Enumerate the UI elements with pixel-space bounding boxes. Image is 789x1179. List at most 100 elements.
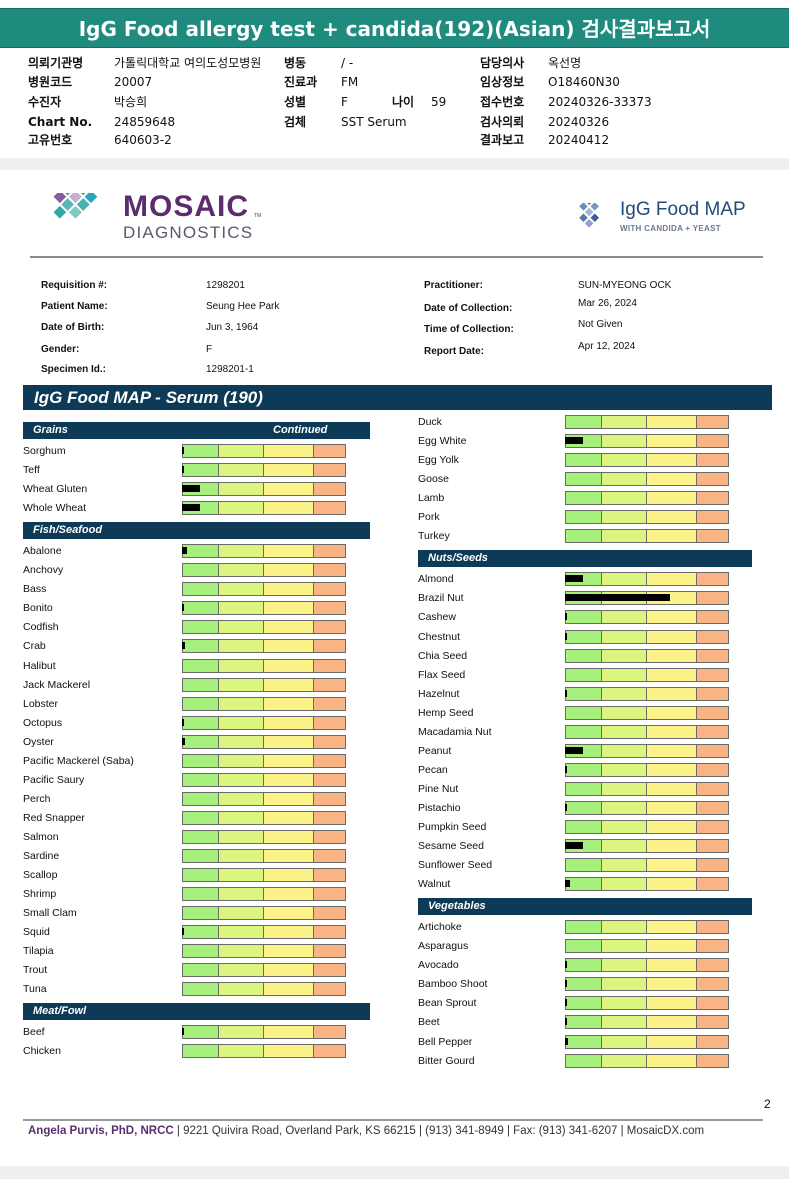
reactivity-scale	[182, 906, 346, 921]
scale-mild	[601, 839, 647, 854]
food-row: Chicken	[0, 1043, 380, 1062]
reactivity-scale	[565, 1015, 729, 1030]
scale-mild	[601, 705, 647, 720]
food-name: Bamboo Shoot	[418, 978, 488, 991]
kr-label: 수진자	[28, 95, 62, 109]
scale-normal	[182, 753, 219, 768]
reactivity-scale	[182, 868, 346, 883]
kr-value: 20240326	[548, 115, 610, 129]
food-row: Abalone	[0, 543, 380, 562]
scale-moderate	[646, 434, 697, 449]
food-name: Turkey	[418, 530, 450, 543]
kr-value: SST Serum	[341, 115, 407, 129]
scale-normal	[565, 667, 602, 682]
food-name: Chestnut	[418, 630, 461, 643]
reactivity-scale	[565, 686, 729, 701]
scale-mild	[601, 1034, 647, 1049]
food-name: Goose	[418, 473, 449, 486]
food-row: Salmon	[0, 829, 380, 848]
kr-value: FM	[341, 75, 359, 89]
kr-label: 담당의사	[480, 56, 525, 70]
scale-mild	[601, 629, 647, 644]
food-row: Bonito	[0, 600, 380, 619]
reactivity-scale	[182, 925, 346, 940]
kr-label: 진료과	[284, 75, 318, 89]
food-row: Teff	[0, 462, 380, 481]
food-name: Brazil Nut	[418, 592, 464, 605]
scale-high	[696, 939, 729, 954]
scale-high	[696, 839, 729, 854]
food-row: Cashew	[395, 609, 775, 628]
reactivity-scale	[565, 839, 729, 854]
reactivity-scale	[182, 444, 346, 458]
scale-normal	[565, 1015, 602, 1030]
scale-moderate	[263, 620, 314, 635]
scale-normal	[565, 858, 602, 873]
section-header: Meat/Fowl	[23, 1003, 370, 1021]
food-row: Sardine	[0, 848, 380, 867]
scale-moderate	[646, 472, 697, 487]
kr-value: 20007	[114, 75, 153, 89]
korean-header: 의뢰기관명 가톨릭대학교 여의도성모병원 병원코드 20007 수진자 박승희 Chart …	[0, 0, 789, 160]
scale-mild	[218, 1025, 264, 1040]
reactivity-bar	[182, 547, 187, 555]
reactivity-bar	[565, 746, 583, 754]
scale-moderate	[263, 715, 314, 730]
reactivity-bar	[565, 437, 583, 445]
reactivity-bar	[565, 575, 583, 583]
age-value: 59	[431, 95, 447, 109]
food-row: Goose	[395, 471, 775, 490]
food-name: Oyster	[23, 735, 54, 748]
scale-mild	[601, 510, 647, 525]
kr-label: 검체	[284, 115, 307, 129]
patient-value: 1298201-1	[206, 364, 254, 375]
scale-mild	[218, 658, 264, 673]
scale-moderate	[646, 939, 697, 954]
food-row: Walnut	[395, 876, 775, 895]
scale-moderate	[263, 868, 314, 883]
scale-normal	[182, 1044, 219, 1059]
scale-high	[696, 1015, 729, 1030]
page-number: 2	[764, 1097, 771, 1111]
scale-normal	[182, 810, 219, 825]
scale-moderate	[263, 563, 314, 578]
scale-normal	[565, 781, 602, 796]
scale-mild	[601, 877, 647, 892]
reactivity-scale	[182, 501, 346, 516]
food-row: Lobster	[0, 696, 380, 715]
food-row: Anchovy	[0, 562, 380, 581]
patient-value: Mar 26, 2024	[578, 298, 637, 309]
food-row: Almond	[395, 571, 775, 590]
food-name: Squid	[23, 926, 50, 939]
scale-normal	[182, 658, 219, 673]
kr-label: 병동	[284, 56, 307, 70]
scale-mild	[601, 724, 647, 739]
scale-high	[313, 734, 346, 749]
scale-moderate	[263, 1044, 314, 1059]
scale-mild	[601, 491, 647, 506]
food-row: Chia Seed	[395, 648, 775, 667]
scale-high	[313, 658, 346, 673]
scale-mild	[601, 472, 647, 487]
scale-normal	[565, 958, 602, 973]
reactivity-scale	[182, 715, 346, 730]
scale-moderate	[646, 977, 697, 992]
scale-moderate	[646, 724, 697, 739]
kr-value: 20240326-33373	[548, 95, 652, 109]
food-name: Pistachio	[418, 801, 461, 814]
reactivity-bar	[182, 466, 184, 474]
patient-value: SUN-MYEONG OCK	[578, 280, 672, 291]
scale-mild	[218, 601, 264, 616]
reactivity-scale	[565, 591, 729, 606]
food-name: Pork	[418, 511, 440, 524]
food-row: Pumpkin Seed	[395, 819, 775, 838]
food-name: Egg Yolk	[418, 454, 459, 467]
food-row: Oyster	[0, 734, 380, 753]
reactivity-scale	[565, 858, 729, 873]
scale-high	[696, 415, 729, 429]
food-name: Bonito	[23, 602, 53, 615]
mosaic-logo-text: MOSAIC	[123, 190, 249, 223]
food-row: Codfish	[0, 619, 380, 638]
reactivity-bar	[182, 928, 184, 936]
scale-normal	[565, 724, 602, 739]
